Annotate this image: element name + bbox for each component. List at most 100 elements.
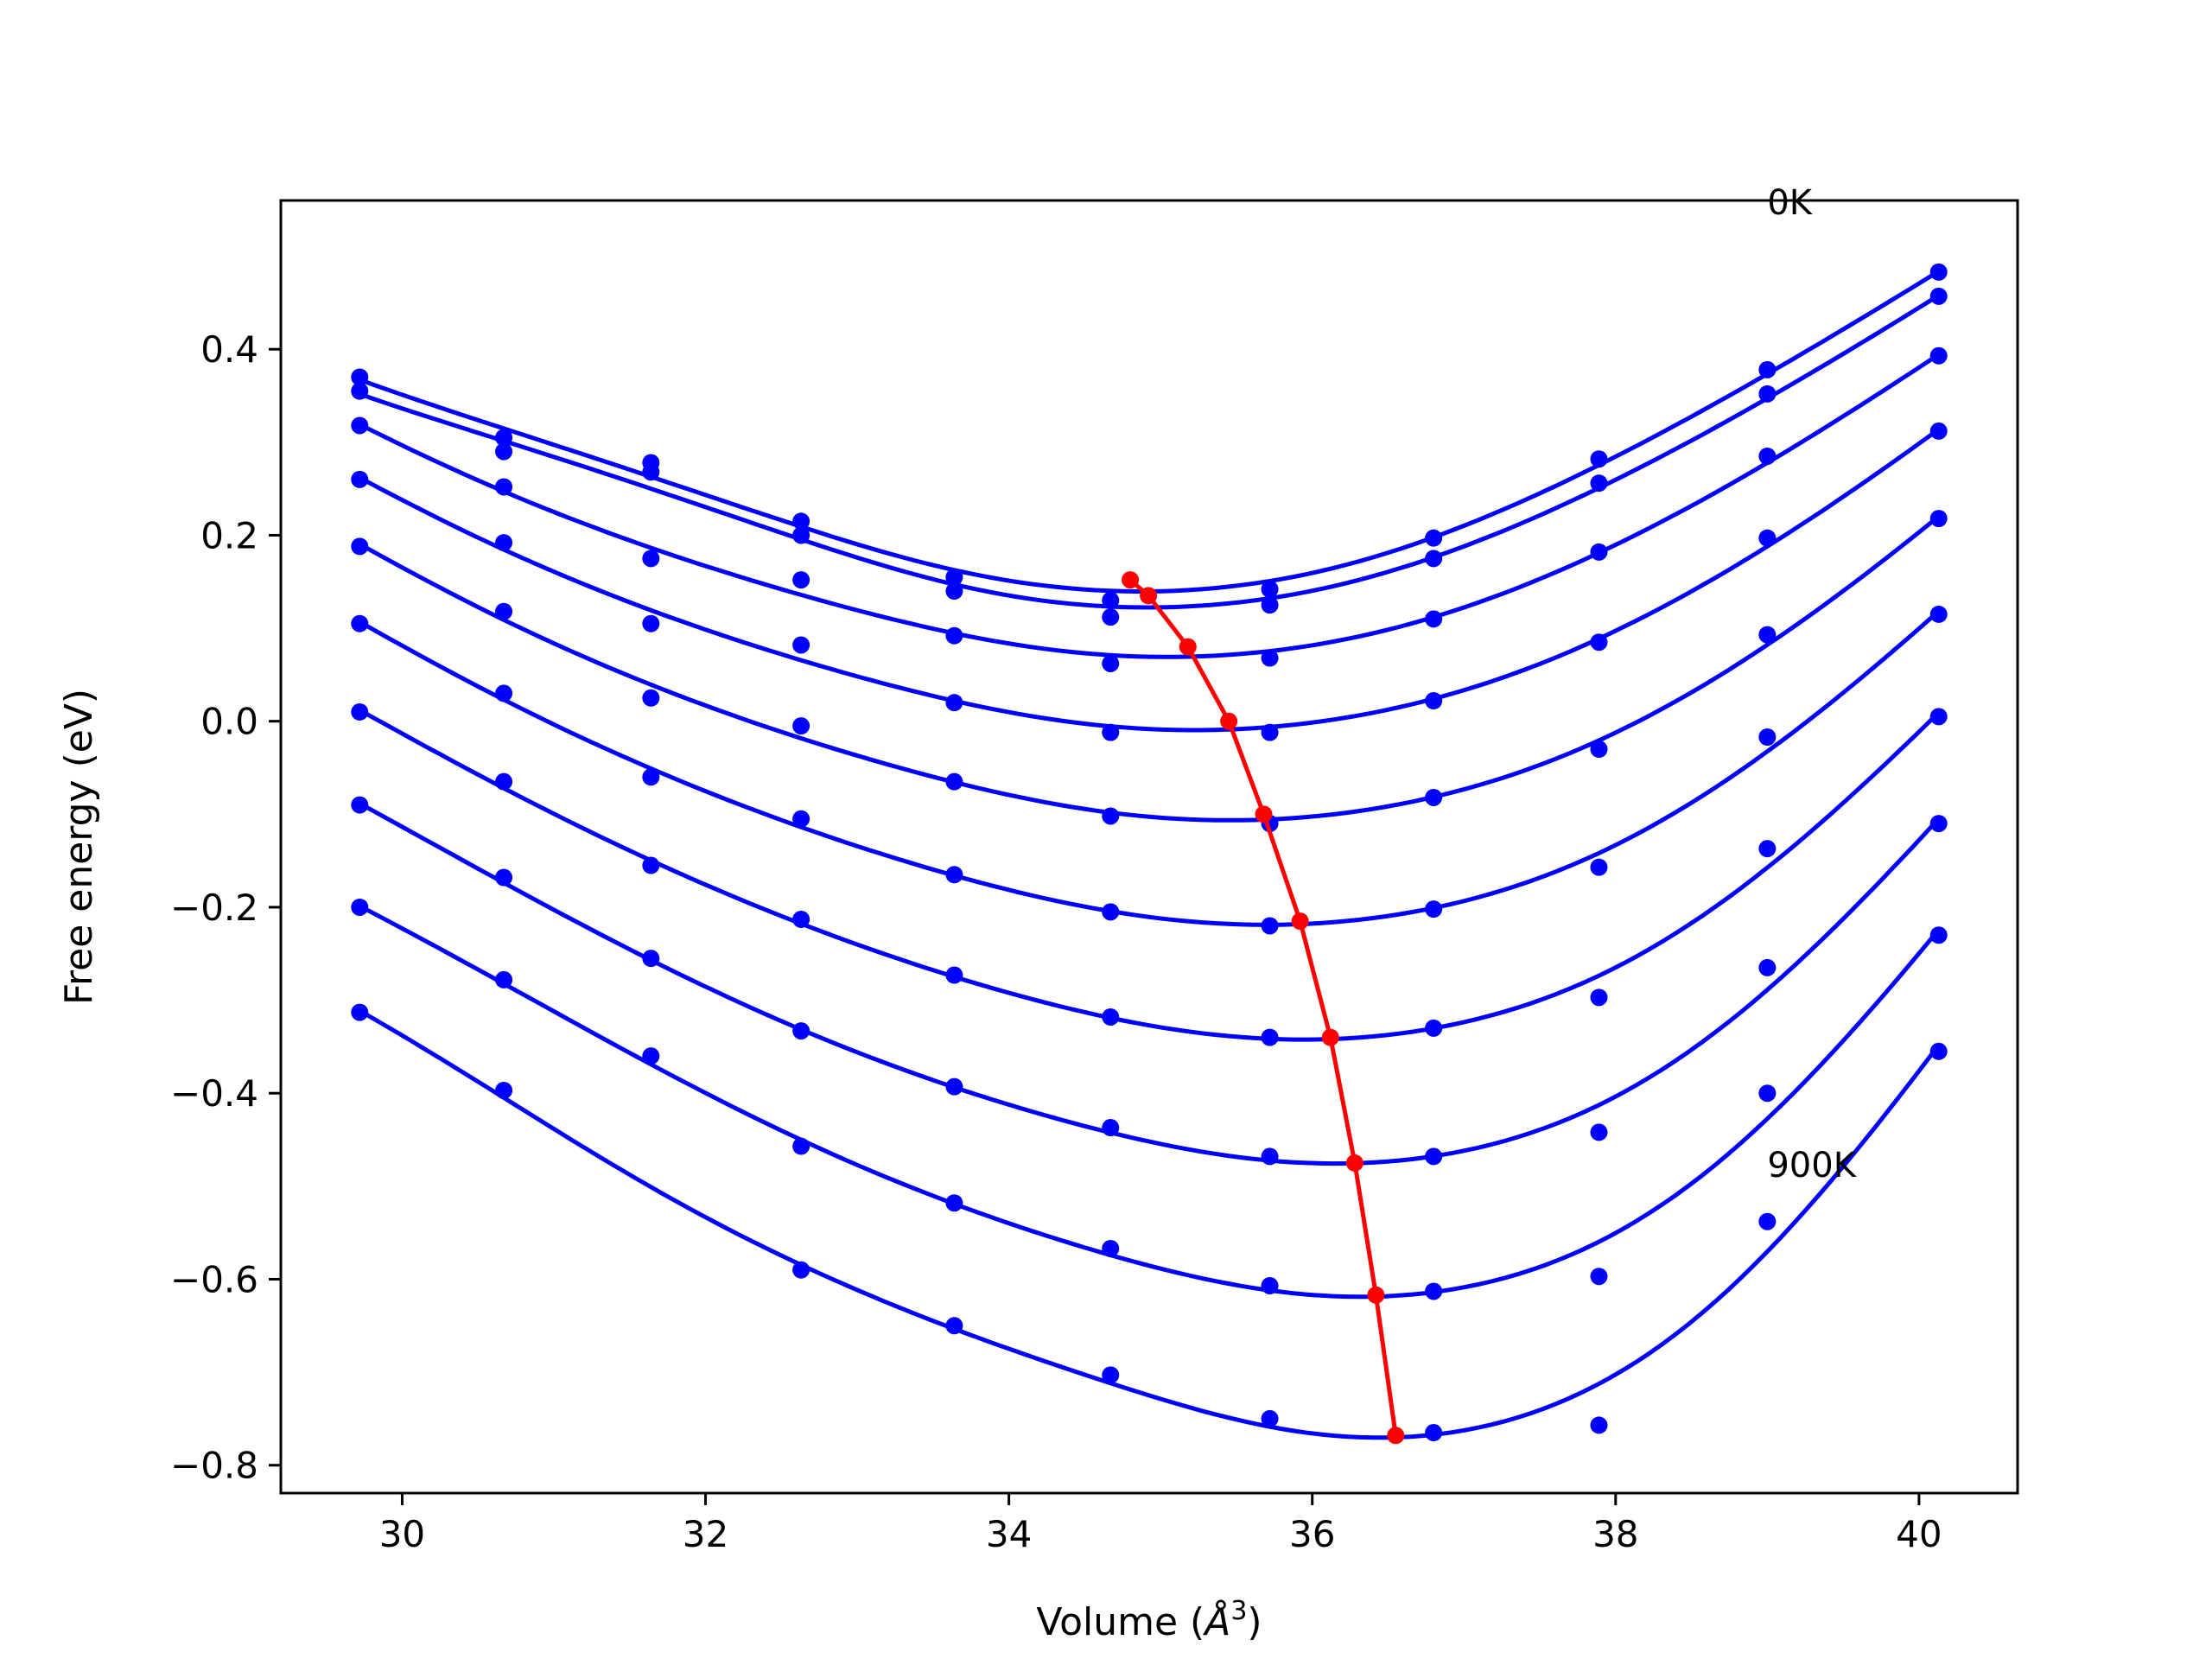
data-point-6-0: [351, 702, 369, 721]
data-point-0-0: [351, 368, 369, 386]
data-point-2-1: [495, 478, 513, 496]
data-point-9-6: [1261, 1409, 1279, 1427]
data-point-2-4: [945, 626, 963, 645]
fit-curve-3: [359, 427, 1941, 733]
data-point-2-5: [1102, 654, 1120, 672]
fit-curve-9: [359, 1008, 1941, 1440]
x-axis-label: Volume (Å3): [1036, 1596, 1262, 1644]
data-point-7-5: [1102, 1119, 1120, 1137]
data-point-1-5: [1102, 608, 1120, 626]
data-point-1-0: [351, 382, 369, 400]
fit-curve-6: [359, 708, 1941, 1042]
data-point-4-7: [1425, 788, 1443, 806]
data-point-6-7: [1425, 1019, 1443, 1037]
minimum-point-9: [1387, 1427, 1405, 1445]
data-point-1-6: [1261, 596, 1279, 614]
x-tick-label-1: 32: [683, 1513, 728, 1555]
y-tick-label-0: 0.4: [200, 328, 258, 371]
data-point-9-1: [495, 1081, 513, 1099]
y-axis-label: Free energy (eV): [57, 689, 101, 1005]
minimum-point-7: [1345, 1154, 1363, 1172]
data-point-5-10: [1929, 605, 1948, 623]
y-tick-label-2: 0.0: [200, 701, 258, 743]
data-point-4-1: [495, 602, 513, 620]
data-point-9-8: [1590, 1416, 1608, 1434]
data-point-2-3: [792, 571, 810, 589]
data-point-0-9: [1758, 360, 1777, 378]
data-point-1-9: [1758, 385, 1777, 403]
fit-curves: [359, 269, 1941, 1440]
data-point-2-0: [351, 416, 369, 435]
x-tick-label-4: 38: [1592, 1513, 1638, 1555]
x-tick-label-3: 36: [1289, 1513, 1335, 1555]
minima-line: [1122, 571, 1405, 1445]
data-point-4-0: [351, 537, 369, 556]
data-point-9-10: [1929, 1042, 1948, 1060]
annotation-0: 0K: [1767, 183, 1813, 223]
data-point-3-3: [792, 636, 810, 654]
data-point-7-4: [945, 1077, 963, 1096]
data-point-7-3: [792, 1022, 810, 1040]
y-tick-label-5: −0.6: [170, 1258, 258, 1300]
data-point-1-7: [1425, 550, 1443, 568]
data-point-6-1: [495, 772, 513, 791]
data-point-0-5: [1102, 591, 1120, 609]
data-point-6-6: [1261, 1028, 1279, 1046]
data-point-1-4: [945, 582, 963, 601]
data-point-3-10: [1929, 422, 1948, 440]
data-point-7-8: [1590, 1123, 1608, 1141]
data-point-5-7: [1425, 900, 1443, 918]
data-point-5-4: [945, 866, 963, 884]
y-axis-ticks: 0.4 0.2 0.0 −0.2 −0.4 −0.6 −0.8: [170, 328, 281, 1487]
y-tick-label-6: −0.8: [170, 1445, 258, 1487]
data-point-7-9: [1758, 958, 1777, 976]
data-point-6-2: [642, 856, 660, 874]
minimum-point-8: [1367, 1286, 1385, 1304]
data-point-6-10: [1929, 708, 1948, 726]
data-point-8-0: [351, 898, 369, 916]
fit-curve-0: [359, 269, 1941, 594]
data-point-5-0: [351, 614, 369, 632]
data-point-0-6: [1261, 580, 1279, 598]
data-point-8-1: [495, 970, 513, 988]
data-point-3-5: [1102, 723, 1120, 741]
fit-curve-7: [359, 801, 1941, 1166]
data-point-8-10: [1929, 926, 1948, 944]
data-point-2-9: [1758, 447, 1777, 465]
data-point-4-2: [642, 689, 660, 707]
y-tick-label-4: −0.4: [170, 1072, 258, 1115]
data-point-9-7: [1425, 1424, 1443, 1442]
fit-curve-5: [359, 609, 1941, 927]
x-tick-label-0: 30: [379, 1513, 425, 1555]
data-point-6-4: [945, 966, 963, 984]
data-point-0-8: [1590, 450, 1608, 468]
x-tick-label-2: 34: [986, 1513, 1032, 1555]
data-point-1-10: [1929, 287, 1948, 305]
data-point-5-6: [1261, 917, 1279, 935]
data-point-5-2: [642, 768, 660, 786]
data-point-0-7: [1425, 529, 1443, 547]
annotations: 0K 900K: [1767, 183, 1857, 1185]
data-point-9-4: [945, 1317, 963, 1335]
data-point-7-6: [1261, 1147, 1279, 1166]
data-point-9-5: [1102, 1366, 1120, 1384]
data-point-3-4: [945, 694, 963, 712]
minimum-point-3: [1220, 712, 1238, 730]
data-point-8-7: [1425, 1282, 1443, 1300]
data-point-9-0: [351, 1003, 369, 1021]
data-point-6-9: [1758, 840, 1777, 858]
data-point-3-9: [1758, 529, 1777, 547]
data-point-4-4: [945, 772, 963, 791]
data-point-7-0: [351, 796, 369, 814]
data-point-0-3: [792, 512, 810, 531]
data-point-3-6: [1261, 723, 1279, 741]
plot-frame: [279, 199, 2019, 1495]
data-point-5-5: [1102, 903, 1120, 921]
y-tick-label-3: −0.2: [170, 887, 258, 929]
x-axis-ticks: 30 32 34 36 38 40: [379, 1493, 1942, 1555]
data-point-7-2: [642, 950, 660, 968]
data-point-8-3: [792, 1137, 810, 1155]
data-point-0-4: [945, 568, 963, 586]
y-tick-label-1: 0.2: [200, 514, 258, 556]
